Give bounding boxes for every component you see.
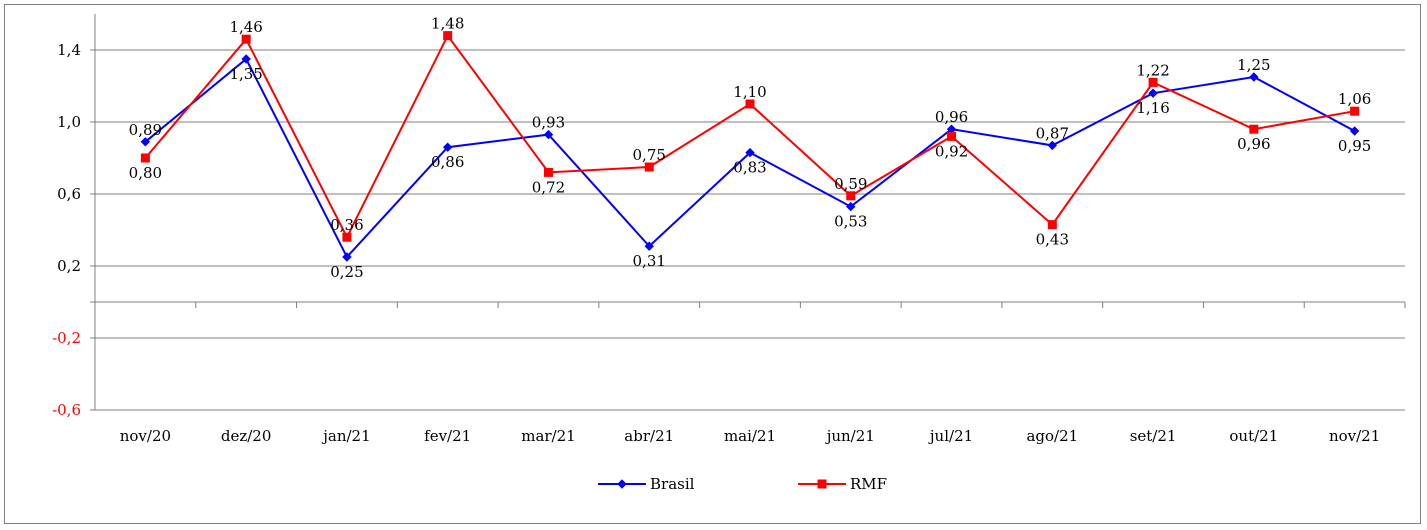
data-point-square bbox=[846, 191, 856, 201]
data-point-square bbox=[1350, 106, 1360, 116]
legend: Brasil RMF bbox=[598, 475, 887, 493]
data-point-diamond bbox=[1349, 126, 1360, 136]
data-label-brasil: 0,93 bbox=[532, 114, 565, 132]
chart-frame bbox=[4, 4, 1421, 524]
x-tick-label: ago/21 bbox=[1026, 427, 1078, 445]
x-tick-label: mai/21 bbox=[724, 427, 776, 445]
y-tick-label: -0,2 bbox=[52, 329, 81, 347]
x-tick-label: abr/21 bbox=[624, 427, 674, 445]
data-point-diamond bbox=[442, 142, 453, 152]
data-label-rmf: 1,06 bbox=[1338, 90, 1371, 108]
x-tick-label: jul/21 bbox=[928, 427, 973, 445]
data-label-brasil: 1,16 bbox=[1136, 99, 1169, 117]
data-label-rmf: 1,48 bbox=[431, 15, 464, 33]
data-point-diamond bbox=[342, 252, 352, 262]
data-label-rmf: 0,72 bbox=[532, 178, 565, 196]
legend-item-rmf: RMF bbox=[798, 475, 887, 493]
data-label-rmf: 0,96 bbox=[1237, 135, 1270, 153]
data-point-square bbox=[1148, 77, 1158, 87]
legend-item-brasil: Brasil bbox=[598, 475, 695, 493]
data-label-brasil: 0,31 bbox=[633, 252, 666, 270]
x-tick-label: mar/21 bbox=[521, 427, 575, 445]
data-point-diamond bbox=[1249, 72, 1259, 82]
x-tick-label: out/21 bbox=[1229, 427, 1278, 445]
x-tick-label: nov/20 bbox=[120, 427, 171, 445]
data-point-diamond bbox=[1148, 88, 1158, 98]
data-point-square bbox=[342, 232, 352, 242]
data-point-square bbox=[644, 162, 654, 172]
data-label-rmf: 1,46 bbox=[229, 18, 262, 36]
data-label-rmf: 1,10 bbox=[733, 83, 766, 101]
data-label-rmf: 0,36 bbox=[330, 216, 363, 234]
y-tick-label: 0,6 bbox=[57, 185, 81, 203]
data-point-diamond bbox=[644, 241, 654, 251]
data-label-brasil: 1,35 bbox=[229, 65, 262, 83]
y-tick-label: -0,6 bbox=[52, 401, 81, 419]
data-label-brasil: 0,25 bbox=[330, 263, 363, 281]
x-tick-label: set/21 bbox=[1130, 427, 1177, 445]
data-label-rmf: 0,75 bbox=[633, 146, 666, 164]
data-point-square bbox=[947, 131, 957, 141]
series-line-rmf bbox=[144, 33, 1355, 240]
x-tick-label: nov/21 bbox=[1329, 427, 1380, 445]
series-layer bbox=[140, 31, 1360, 262]
data-label-brasil: 1,25 bbox=[1237, 56, 1270, 74]
x-tick-label: dez/20 bbox=[221, 427, 272, 445]
data-label-rmf: 0,59 bbox=[834, 175, 867, 193]
legend-label: Brasil bbox=[650, 475, 695, 493]
data-point-square bbox=[443, 31, 453, 41]
x-tick-label: jun/21 bbox=[825, 427, 875, 445]
data-label-brasil: 0,53 bbox=[834, 213, 867, 231]
data-labels: 0,89 0,80 1,35 1,46 0,25 0,36 0,86 1,48 0,93 0,72… bbox=[129, 15, 1372, 281]
data-label-brasil: 0,83 bbox=[733, 159, 766, 177]
data-point-square bbox=[1249, 124, 1259, 134]
data-point-square bbox=[140, 153, 150, 163]
legend-label: RMF bbox=[850, 475, 887, 493]
data-point-diamond bbox=[617, 479, 627, 489]
y-tick-label: 0,2 bbox=[57, 257, 81, 275]
data-label-brasil: 0,86 bbox=[431, 153, 464, 171]
data-point-square bbox=[817, 479, 827, 489]
gridlines bbox=[95, 49, 1405, 339]
data-point-square bbox=[241, 34, 251, 44]
data-label-brasil: 0,87 bbox=[1036, 124, 1069, 142]
data-label-brasil: 0,89 bbox=[129, 121, 162, 139]
x-tick-label: jan/21 bbox=[321, 427, 370, 445]
data-point-diamond bbox=[140, 137, 151, 147]
data-point-square bbox=[1047, 220, 1057, 230]
data-label-brasil: 0,95 bbox=[1338, 137, 1371, 155]
data-point-diamond bbox=[846, 201, 856, 212]
y-tick-label: 1,0 bbox=[57, 113, 81, 131]
data-point-square bbox=[543, 167, 553, 177]
data-label-rmf: 0,43 bbox=[1036, 231, 1069, 249]
data-label-rmf: 0,80 bbox=[129, 164, 162, 182]
y-tick-label: 1,4 bbox=[57, 41, 81, 59]
data-point-square bbox=[745, 99, 755, 109]
data-label-rmf: 0,92 bbox=[935, 142, 968, 160]
data-label-brasil: 0,96 bbox=[935, 108, 968, 126]
data-point-diamond bbox=[241, 54, 251, 64]
data-label-rmf: 1,22 bbox=[1136, 61, 1169, 79]
data-point-diamond bbox=[745, 147, 755, 158]
axes: 1,4 1,0 0,6 0,2 -0,2 -0,6 nov/20 dez/20 jan/21 fe… bbox=[52, 14, 1406, 445]
data-point-diamond bbox=[543, 129, 554, 140]
data-point-diamond bbox=[1047, 140, 1058, 151]
x-tick-label: fev/21 bbox=[424, 427, 471, 445]
